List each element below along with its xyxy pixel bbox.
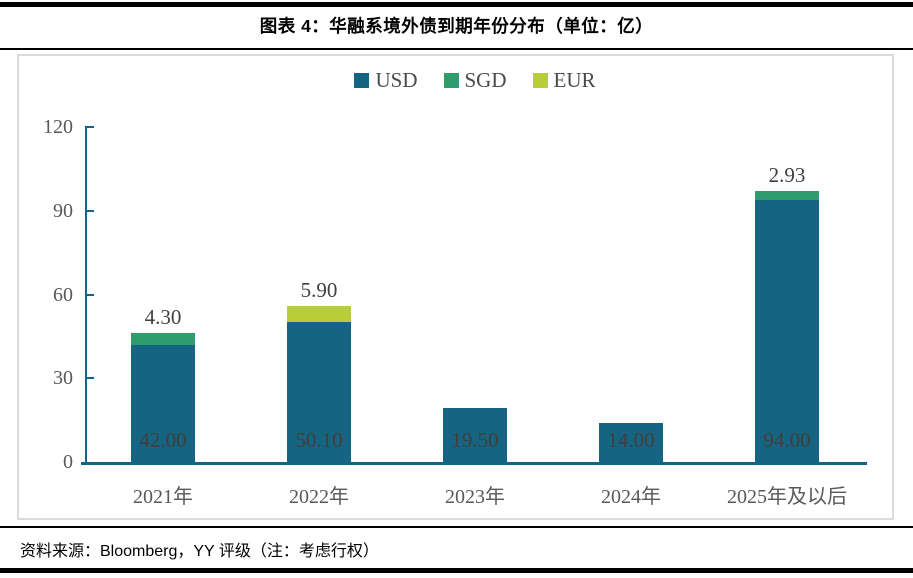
top-rule xyxy=(0,2,913,7)
source-note: 资料来源：Bloomberg，YY 评级（注：考虑行权） xyxy=(20,543,379,560)
y-tick-mark xyxy=(85,209,94,212)
legend-label: EUR xyxy=(553,68,596,92)
y-tick-mark xyxy=(85,377,94,380)
y-axis-line xyxy=(85,127,87,465)
y-tick-label: 60 xyxy=(53,283,73,306)
chart-legend: USD SGD EUR xyxy=(85,68,865,93)
bar-value-inside: 19.50 xyxy=(451,428,499,452)
x-tick-label: 2022年 xyxy=(289,486,349,508)
chart-box: USD SGD EUR 0 30 60 90 120 4.30 42.00 2021年 5.90 50… xyxy=(17,54,894,520)
plot-area: 0 30 60 90 120 4.30 42.00 2021年 5.90 50.10 2022年 19… xyxy=(19,56,892,518)
legend-label: USD xyxy=(375,68,418,92)
bar-segment-sgd xyxy=(131,332,195,345)
bar-value-inside: 50.10 xyxy=(295,428,343,452)
bar-value-above: 4.30 xyxy=(144,304,182,329)
chart-title: 图表 4：华融系境外债到期年份分布（单位：亿） xyxy=(259,16,654,36)
y-tick-mark xyxy=(85,293,94,296)
legend-swatch-icon xyxy=(443,73,459,88)
legend-item-usd: USD xyxy=(354,68,418,93)
bar-segment-usd xyxy=(599,422,663,462)
x-tick-label: 2023年 xyxy=(445,486,505,508)
legend-item-eur: EUR xyxy=(532,68,596,93)
bar-value-inside: 94.00 xyxy=(763,428,811,452)
source-divider xyxy=(0,526,913,528)
legend-item-sgd: SGD xyxy=(443,68,507,93)
bar-segment-sgd xyxy=(755,191,819,200)
x-tick-label: 2025年及以后 xyxy=(727,486,847,508)
bar-value-inside: 14.00 xyxy=(607,428,655,452)
y-tick-mark xyxy=(85,126,94,128)
bar-segment-usd xyxy=(755,199,819,462)
bottom-rule xyxy=(0,568,913,573)
x-tick-label: 2021年 xyxy=(133,486,193,508)
bar-value-above: 2.93 xyxy=(768,163,806,188)
bar-value-above: 5.90 xyxy=(300,277,338,302)
legend-label: SGD xyxy=(464,68,507,92)
x-axis-line xyxy=(81,462,867,465)
bar-segment-usd xyxy=(443,407,507,462)
y-tick-label: 90 xyxy=(53,199,73,222)
y-tick-label: 120 xyxy=(43,116,73,138)
legend-swatch-icon xyxy=(354,73,370,88)
legend-swatch-icon xyxy=(532,73,548,88)
bar-value-inside: 42.00 xyxy=(139,428,187,452)
y-tick-label: 0 xyxy=(63,451,73,473)
bar-segment-usd xyxy=(287,322,351,462)
bar-segment-eur xyxy=(287,305,351,323)
bar-segment-usd xyxy=(131,344,195,462)
title-divider xyxy=(0,48,913,50)
y-tick-label: 30 xyxy=(53,367,73,390)
x-tick-label: 2024年 xyxy=(601,486,661,508)
